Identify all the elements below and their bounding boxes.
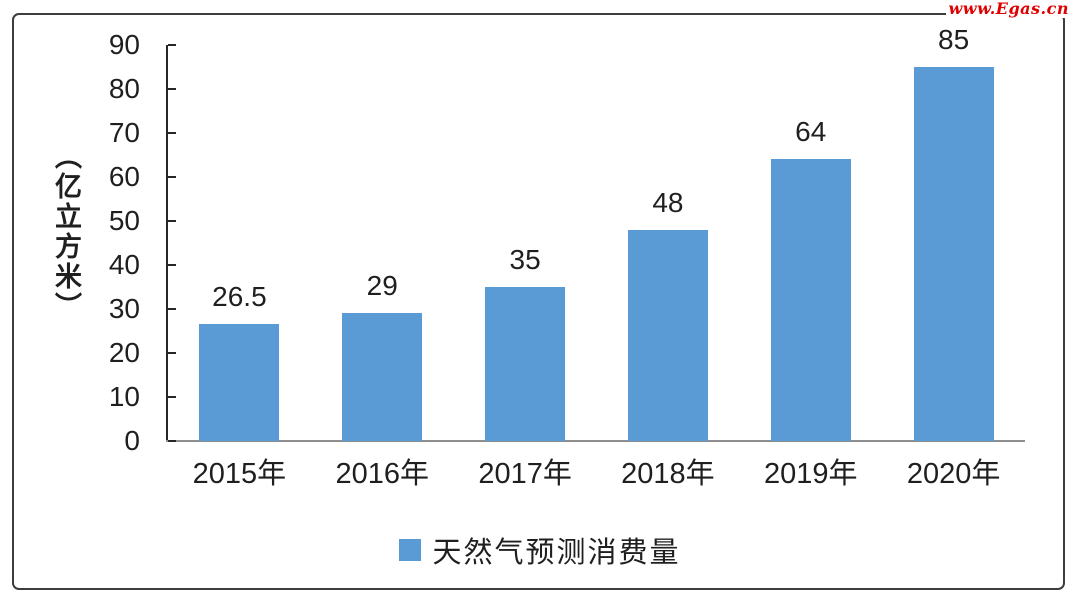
y-tick-mark <box>168 308 176 310</box>
y-tick-mark <box>168 264 176 266</box>
y-tick-label: 40 <box>108 249 140 280</box>
x-tick-label: 2016年 <box>335 458 429 490</box>
bar-value-label: 29 <box>366 270 398 302</box>
y-tick-mark <box>168 88 176 90</box>
y-tick-mark <box>168 440 176 442</box>
y-tick-label: 70 <box>108 117 140 148</box>
x-tick-label: 2020年 <box>906 458 1001 490</box>
y-tick-mark <box>168 352 176 354</box>
legend-label: 天然气预测消费量 <box>432 537 681 569</box>
y-axis-title: （亿立方米） <box>51 142 81 322</box>
x-tick-label: 2018年 <box>621 458 715 490</box>
legend-swatch <box>399 539 422 561</box>
y-tick-label: 10 <box>108 381 140 412</box>
y-tick-label: 20 <box>108 337 140 368</box>
y-tick-mark <box>168 44 176 46</box>
x-tick-label: 2015年 <box>192 458 287 490</box>
y-tick-label: 80 <box>108 73 140 104</box>
legend: 天然气预测消费量 <box>0 528 1080 572</box>
bar-value-label: 48 <box>652 186 684 218</box>
x-tick-label: 2017年 <box>478 458 572 490</box>
y-tick-label: 90 <box>108 29 140 60</box>
x-axis-line <box>166 440 1025 442</box>
y-tick-label: 30 <box>108 293 140 324</box>
y-tick-mark <box>168 176 176 178</box>
y-axis-line <box>166 45 168 442</box>
y-tick-label: 60 <box>108 161 140 192</box>
bar <box>199 324 280 441</box>
y-tick-label: 0 <box>124 425 140 456</box>
bar-value-label: 64 <box>795 116 827 148</box>
bar <box>342 313 423 441</box>
bar-value-label: 35 <box>509 244 541 275</box>
y-tick-mark <box>168 220 176 222</box>
y-tick-mark <box>168 132 176 134</box>
bar-value-label: 26.5 <box>212 281 267 313</box>
bar <box>913 67 994 441</box>
bar <box>627 229 708 441</box>
bar <box>485 287 566 441</box>
y-tick-mark <box>168 396 176 398</box>
watermark: www.Egas.cn <box>945 0 1072 18</box>
bar <box>770 159 851 441</box>
bar-value-label: 85 <box>938 24 970 55</box>
y-tick-label: 50 <box>108 205 140 236</box>
x-tick-label: 2019年 <box>763 458 858 490</box>
